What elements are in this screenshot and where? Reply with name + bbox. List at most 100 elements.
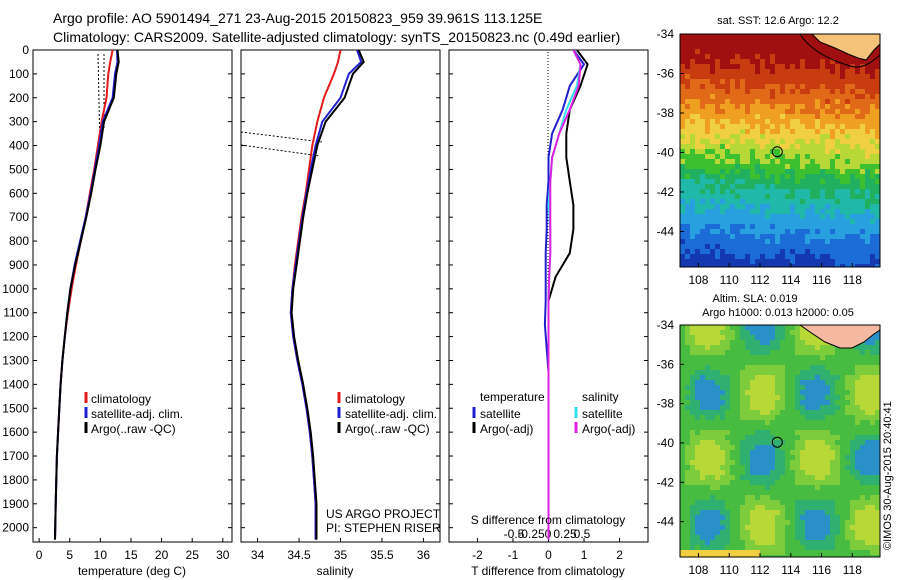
heatmap-cell <box>770 500 775 505</box>
heatmap-cell <box>720 254 725 259</box>
heatmap-cell <box>870 500 875 505</box>
heatmap-cell <box>825 59 830 64</box>
heatmap-cell <box>735 184 740 189</box>
heatmap-cell <box>810 59 815 64</box>
heatmap-cell <box>775 505 780 510</box>
heatmap-cell <box>690 239 695 244</box>
heatmap-cell <box>760 540 765 545</box>
heatmap-cell <box>710 460 715 465</box>
heatmap-cell <box>820 44 825 49</box>
heatmap-cell <box>720 545 725 550</box>
heatmap-cell <box>740 505 745 510</box>
heatmap-cell <box>745 475 750 480</box>
heatmap-cell <box>790 530 795 535</box>
heatmap-cell <box>740 129 745 134</box>
heatmap-cell <box>860 79 865 84</box>
heatmap-cell <box>715 430 720 435</box>
heatmap-cell <box>785 500 790 505</box>
heatmap-cell <box>690 430 695 435</box>
heatmap-cell <box>740 520 745 525</box>
heatmap-cell <box>790 54 795 59</box>
heatmap-cell <box>750 239 755 244</box>
heatmap-cell <box>770 219 775 224</box>
heatmap-cell <box>765 495 770 500</box>
heatmap-cell <box>685 264 690 267</box>
heatmap-cell <box>750 475 755 480</box>
heatmap-cell <box>740 79 745 84</box>
heatmap-cell <box>845 465 850 470</box>
heatmap-cell <box>745 545 750 550</box>
heatmap-cell <box>845 425 850 430</box>
heatmap-cell <box>875 470 880 475</box>
heatmap-cell <box>810 480 815 485</box>
heatmap-cell <box>735 465 740 470</box>
heatmap-cell <box>780 264 785 267</box>
heatmap-cell <box>780 109 785 114</box>
heatmap-cell <box>870 520 875 525</box>
heatmap-cell <box>750 204 755 209</box>
heatmap-cell <box>845 475 850 480</box>
heatmap-cell <box>725 510 730 515</box>
heatmap-cell <box>770 39 775 44</box>
heatmap-cell <box>750 254 755 259</box>
heatmap-cell <box>805 149 810 154</box>
heatmap-cell <box>740 49 745 54</box>
heatmap-cell <box>810 385 815 390</box>
y-tick-label: -44 <box>657 515 675 529</box>
heatmap-cell <box>690 515 695 520</box>
heatmap-cell <box>835 490 840 495</box>
heatmap-cell <box>685 194 690 199</box>
heatmap-cell <box>785 335 790 340</box>
heatmap-cell <box>725 420 730 425</box>
heatmap-cell <box>845 480 850 485</box>
heatmap-cell <box>710 169 715 174</box>
heatmap-cell <box>680 64 685 69</box>
heatmap-cell <box>685 209 690 214</box>
heatmap-cell <box>785 445 790 450</box>
heatmap-cell <box>705 395 710 400</box>
heatmap-cell <box>855 154 860 159</box>
heatmap-cell <box>785 530 790 535</box>
heatmap-cell <box>730 540 735 545</box>
heatmap-cell <box>830 550 835 555</box>
heatmap-cell <box>705 104 710 109</box>
heatmap-cell <box>840 229 845 234</box>
x-tick-label: 20 <box>155 548 169 562</box>
heatmap-cell <box>800 445 805 450</box>
heatmap-cell <box>725 540 730 545</box>
heatmap-cell <box>820 495 825 500</box>
heatmap-cell <box>720 124 725 129</box>
heatmap-cell <box>715 119 720 124</box>
heatmap-cell <box>805 199 810 204</box>
y-tick-label: -42 <box>657 185 675 199</box>
heatmap-cell <box>750 79 755 84</box>
heatmap-cell <box>770 405 775 410</box>
heatmap-cell <box>795 340 800 345</box>
heatmap-cell <box>830 94 835 99</box>
heatmap-cell <box>825 219 830 224</box>
heatmap-cell <box>825 259 830 264</box>
heatmap-cell <box>790 555 795 557</box>
heatmap-cell <box>870 214 875 219</box>
heatmap-cell <box>815 360 820 365</box>
heatmap-cell <box>695 425 700 430</box>
heatmap-cell <box>795 79 800 84</box>
heatmap-cell <box>795 360 800 365</box>
heatmap-cell <box>695 204 700 209</box>
heatmap-cell <box>775 69 780 74</box>
heatmap-cell <box>740 239 745 244</box>
heatmap-cell <box>785 555 790 557</box>
heatmap-cell <box>690 149 695 154</box>
heatmap-cell <box>750 49 755 54</box>
heatmap-cell <box>805 59 810 64</box>
heatmap-cell <box>690 79 695 84</box>
heatmap-cell <box>845 114 850 119</box>
heatmap-cell <box>845 430 850 435</box>
heatmap-cell <box>700 550 705 555</box>
heatmap-cell <box>725 139 730 144</box>
heatmap-cell <box>845 229 850 234</box>
heatmap-cell <box>710 94 715 99</box>
heatmap-cell <box>855 490 860 495</box>
heatmap-cell <box>760 159 765 164</box>
heatmap-cell <box>730 149 735 154</box>
